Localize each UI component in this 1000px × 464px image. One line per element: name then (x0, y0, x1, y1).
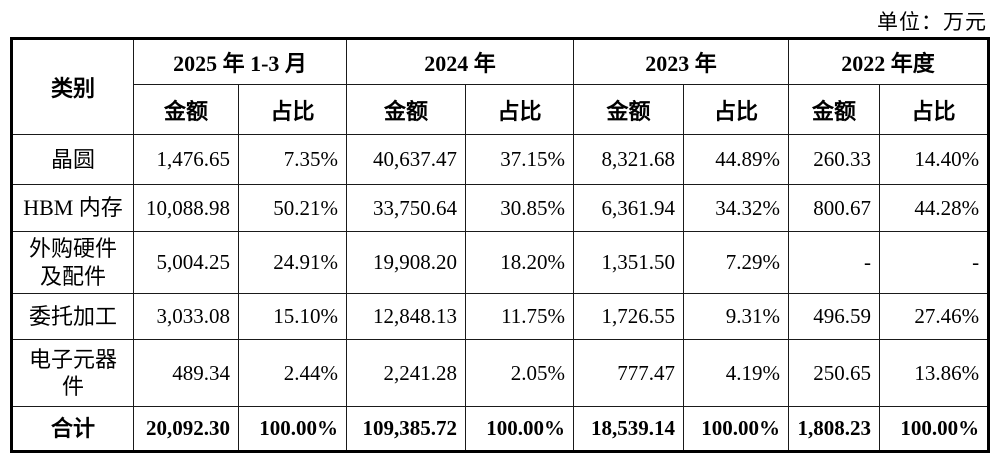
value-cell: 20,092.30 (133, 406, 239, 452)
value-cell: 6,361.94 (573, 184, 685, 232)
value-cell: 44.28% (879, 184, 990, 232)
header-period-2022: 2022 年度 (788, 38, 990, 85)
category-cell: 晶圆 (11, 134, 134, 185)
value-cell: 34.32% (683, 184, 790, 232)
table-row: 晶圆 1,476.65 7.35% 40,637.47 37.15% 8,321.68 44… (11, 134, 990, 185)
value-cell: 2,241.28 (346, 339, 467, 407)
value-cell: 13.86% (879, 339, 990, 407)
value-cell: 109,385.72 (346, 406, 467, 452)
value-cell: 100.00% (879, 406, 990, 452)
value-cell: 11.75% (465, 293, 575, 340)
value-cell: 44.89% (683, 134, 790, 185)
header-period-2025: 2025 年 1-3 月 (132, 38, 348, 85)
value-cell: 19,908.20 (346, 231, 467, 294)
value-cell: - (879, 231, 990, 294)
value-cell: 1,808.23 (788, 406, 881, 452)
value-cell: 10,088.98 (133, 184, 239, 232)
value-cell: 18.20% (465, 231, 575, 294)
value-cell: 5,004.25 (133, 231, 239, 294)
table-row: 电子元器 件 489.34 2.44% 2,241.28 2.05% 777.47 4.19… (11, 339, 990, 407)
value-cell: 33,750.64 (346, 184, 467, 232)
value-cell: 8,321.68 (573, 134, 685, 185)
table-row: 委托加工 3,033.08 15.10% 12,848.13 11.75% 1,726.5… (11, 293, 990, 340)
value-cell: 777.47 (573, 339, 685, 407)
value-cell: 100.00% (465, 406, 575, 452)
value-cell: 9.31% (683, 293, 790, 340)
header-ratio: 占比 (237, 84, 348, 135)
header-amount: 金额 (788, 84, 881, 135)
value-cell: 24.91% (237, 231, 348, 294)
header-row-periods: 类别 2025 年 1-3 月 2024 年 2023 年 2022 年度 (11, 38, 990, 135)
unit-label: 单位：万元 (877, 10, 987, 34)
table-row: 外购硬件 及配件 5,004.25 24.91% 19,908.20 18.20% 1,3… (11, 231, 990, 294)
value-cell: 496.59 (788, 293, 881, 340)
header-ratio: 占比 (683, 84, 790, 135)
value-cell: 2.44% (237, 339, 348, 407)
value-cell: 4.19% (683, 339, 790, 407)
value-cell: 40,637.47 (346, 134, 467, 185)
header-amount: 金额 (346, 84, 467, 135)
category-cell: 合计 (11, 406, 134, 452)
table-row: 合计 20,092.30 100.00% 109,385.72 100.00% 18,53… (11, 406, 990, 452)
value-cell: 489.34 (133, 339, 239, 407)
value-cell: 15.10% (237, 293, 348, 340)
value-cell: 2.05% (465, 339, 575, 407)
value-cell: 250.65 (788, 339, 881, 407)
value-cell: 7.29% (683, 231, 790, 294)
value-cell: 12,848.13 (346, 293, 467, 340)
header-period-2023: 2023 年 (573, 38, 790, 85)
cost-breakdown-table: 类别 2025 年 1-3 月 2024 年 2023 年 2022 年度 金额… (10, 37, 991, 453)
header-row-subcolumns: 金额 占比 金额 占比 金额 占比 金额 占比 (12, 84, 990, 135)
value-cell: 37.15% (465, 134, 575, 185)
value-cell: 7.35% (237, 134, 348, 185)
value-cell: 18,539.14 (573, 406, 685, 452)
header-amount: 金额 (573, 84, 685, 135)
value-cell: 100.00% (683, 406, 790, 452)
header-period-2024: 2024 年 (346, 38, 575, 85)
header-amount: 金额 (133, 84, 239, 135)
header-ratio: 占比 (879, 84, 990, 135)
value-cell: 1,351.50 (573, 231, 685, 294)
table-row: HBM 内存 10,088.98 50.21% 33,750.64 30.85% 6,36… (11, 184, 990, 232)
header-ratio: 占比 (465, 84, 575, 135)
value-cell: 14.40% (879, 134, 990, 185)
value-cell: 27.46% (879, 293, 990, 340)
value-cell: 1,476.65 (133, 134, 239, 185)
table-header: 类别 2025 年 1-3 月 2024 年 2023 年 2022 年度 金额… (11, 38, 990, 135)
category-cell: 委托加工 (11, 293, 134, 340)
value-cell: 260.33 (788, 134, 881, 185)
category-cell: 外购硬件 及配件 (11, 231, 134, 294)
table-body: 晶圆 1,476.65 7.35% 40,637.47 37.15% 8,321.68 44… (11, 134, 990, 452)
value-cell: 50.21% (237, 184, 348, 232)
category-cell: 电子元器 件 (11, 339, 134, 407)
category-cell: HBM 内存 (11, 184, 134, 232)
header-category: 类别 (11, 38, 134, 135)
value-cell: 800.67 (788, 184, 881, 232)
value-cell: 3,033.08 (133, 293, 239, 340)
value-cell: 100.00% (237, 406, 348, 452)
value-cell: 1,726.55 (573, 293, 685, 340)
value-cell: 30.85% (465, 184, 575, 232)
value-cell: - (788, 231, 881, 294)
